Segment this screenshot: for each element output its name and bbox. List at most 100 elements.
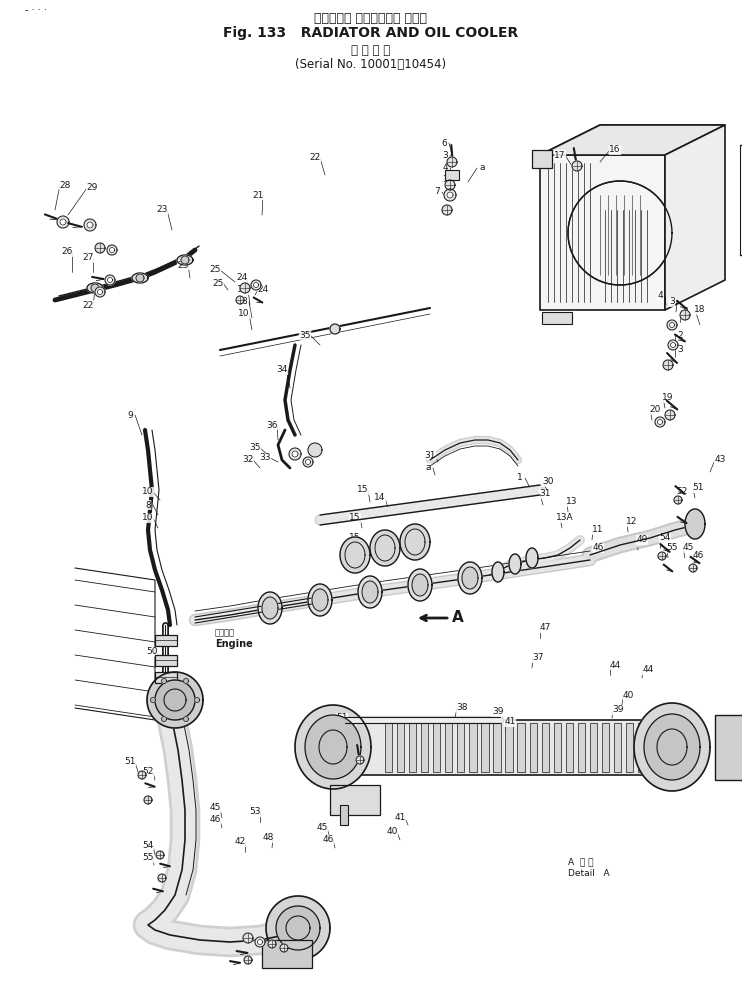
Text: 3: 3 — [442, 176, 448, 184]
Polygon shape — [147, 672, 203, 728]
Text: 20: 20 — [649, 405, 660, 415]
Text: 2: 2 — [677, 331, 683, 339]
Text: (Serial No. 10001～10454): (Serial No. 10001～10454) — [295, 59, 447, 72]
Text: 18: 18 — [695, 305, 706, 315]
Polygon shape — [183, 679, 188, 684]
Text: 8: 8 — [145, 500, 151, 509]
Polygon shape — [305, 715, 361, 779]
Text: 40: 40 — [387, 828, 398, 837]
Polygon shape — [258, 592, 282, 624]
Polygon shape — [289, 448, 301, 460]
Polygon shape — [144, 796, 152, 804]
Polygon shape — [57, 216, 69, 228]
Polygon shape — [306, 459, 310, 464]
Bar — [445, 170, 459, 180]
Bar — [517, 723, 525, 772]
Polygon shape — [669, 323, 674, 328]
Bar — [715, 715, 742, 780]
Polygon shape — [447, 192, 453, 198]
Polygon shape — [462, 567, 478, 589]
Bar — [530, 723, 536, 772]
Polygon shape — [266, 896, 330, 960]
Bar — [554, 723, 561, 772]
Bar — [626, 723, 633, 772]
Text: 25: 25 — [212, 279, 223, 287]
Text: 39: 39 — [612, 705, 624, 714]
Bar — [578, 723, 585, 772]
Polygon shape — [408, 569, 432, 601]
Polygon shape — [251, 280, 261, 290]
Text: 10: 10 — [238, 309, 250, 319]
Bar — [433, 723, 441, 772]
Polygon shape — [668, 340, 678, 350]
Text: エンジン: エンジン — [215, 629, 235, 638]
Bar — [614, 723, 621, 772]
Text: 46: 46 — [322, 836, 334, 845]
Polygon shape — [330, 324, 340, 334]
Text: 35: 35 — [299, 331, 311, 339]
Text: 55: 55 — [666, 543, 677, 552]
Polygon shape — [236, 296, 244, 304]
Polygon shape — [658, 552, 666, 560]
Text: 44: 44 — [609, 660, 620, 669]
Polygon shape — [87, 222, 93, 228]
Bar — [409, 723, 416, 772]
Text: 10: 10 — [142, 488, 154, 496]
Text: 6: 6 — [441, 138, 447, 147]
Polygon shape — [162, 679, 166, 684]
Text: 37: 37 — [532, 653, 544, 662]
Text: 51: 51 — [692, 484, 703, 492]
Bar — [340, 805, 348, 825]
Polygon shape — [509, 554, 521, 574]
Polygon shape — [362, 581, 378, 603]
Polygon shape — [689, 564, 697, 572]
Polygon shape — [540, 125, 725, 155]
Text: 12: 12 — [626, 518, 637, 527]
Text: 49: 49 — [637, 536, 648, 544]
Text: 29: 29 — [86, 183, 98, 192]
Bar — [445, 723, 453, 772]
Text: a: a — [425, 463, 431, 473]
Text: 9: 9 — [127, 410, 133, 420]
Text: 32: 32 — [243, 455, 254, 464]
Polygon shape — [292, 451, 298, 457]
Text: 15: 15 — [349, 513, 361, 523]
Text: 43: 43 — [715, 455, 726, 464]
Polygon shape — [358, 576, 382, 608]
Polygon shape — [181, 256, 189, 264]
Text: 42: 42 — [234, 838, 246, 847]
Polygon shape — [60, 219, 66, 225]
Bar — [590, 723, 597, 772]
Bar — [565, 723, 573, 772]
Polygon shape — [445, 180, 455, 190]
Polygon shape — [568, 181, 672, 285]
Text: 51: 51 — [336, 713, 348, 722]
Polygon shape — [665, 125, 725, 310]
Polygon shape — [674, 496, 682, 504]
Text: 14: 14 — [374, 493, 386, 502]
Polygon shape — [572, 161, 582, 171]
Polygon shape — [262, 597, 278, 619]
Bar — [542, 723, 549, 772]
Text: 24: 24 — [237, 274, 248, 283]
Text: 53: 53 — [249, 807, 260, 816]
Bar — [457, 723, 464, 772]
Text: - · · ·: - · · · — [25, 5, 47, 15]
Polygon shape — [665, 410, 675, 420]
Text: 38: 38 — [456, 703, 467, 712]
Polygon shape — [156, 851, 164, 859]
Bar — [385, 723, 393, 772]
Text: A  詳 細: A 詳 細 — [568, 857, 594, 866]
Polygon shape — [356, 756, 364, 764]
Polygon shape — [91, 284, 99, 292]
Bar — [602, 723, 609, 772]
Polygon shape — [312, 589, 328, 611]
Text: 14: 14 — [355, 543, 366, 552]
Polygon shape — [280, 944, 288, 952]
Polygon shape — [183, 716, 188, 722]
Text: 23: 23 — [177, 261, 188, 270]
Text: 1: 1 — [517, 474, 523, 483]
Text: 3: 3 — [677, 345, 683, 354]
Polygon shape — [244, 956, 252, 964]
Bar — [155, 672, 177, 683]
